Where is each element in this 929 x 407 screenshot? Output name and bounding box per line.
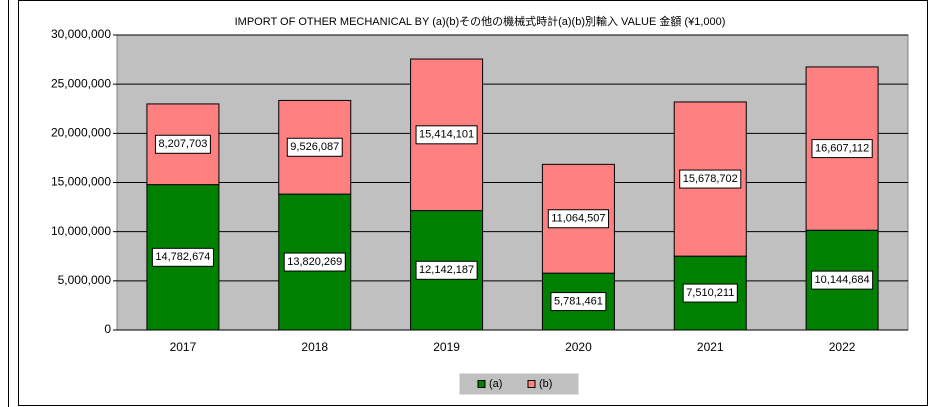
data-label-box <box>679 169 742 189</box>
data-label: 7,510,211 <box>686 287 734 299</box>
y-tick-label: 30,000,000 <box>51 27 111 41</box>
data-label: 11,064,507 <box>551 213 605 225</box>
data-label-box <box>286 137 343 157</box>
y-tick-label: 10,000,000 <box>51 224 111 238</box>
chart-title: IMPORT OF OTHER MECHANICAL BY (a)(b)その他の… <box>235 14 726 28</box>
data-label-box <box>415 260 478 280</box>
data-label: 16,607,112 <box>815 142 869 154</box>
data-label: 8,207,703 <box>158 138 207 150</box>
legend-swatch <box>527 380 536 388</box>
data-label: 9,526,087 <box>290 141 339 153</box>
y-tick-label: 25,000,000 <box>51 76 111 90</box>
y-tick-label: 15,000,000 <box>51 175 111 189</box>
data-label: 15,414,101 <box>419 129 474 141</box>
data-label: 15,678,702 <box>683 173 738 185</box>
legend-swatch <box>477 380 486 388</box>
data-label-box <box>550 292 607 312</box>
x-tick-label: 2018 <box>301 340 328 354</box>
data-label: 12,142,187 <box>419 264 474 276</box>
data-label-box <box>547 209 610 229</box>
x-tick-label: 2022 <box>829 340 856 354</box>
data-label-box <box>283 252 346 272</box>
legend-box <box>459 373 579 395</box>
legend-label: (a) <box>489 378 502 390</box>
data-label-box <box>682 283 738 303</box>
data-label-box <box>415 125 478 145</box>
legend-label: (b) <box>539 378 552 390</box>
data-label-box <box>811 139 873 159</box>
data-label: 10,144,684 <box>815 274 870 286</box>
y-tick-label: 0 <box>104 322 111 336</box>
x-tick-label: 2019 <box>433 340 460 354</box>
data-label: 5,781,461 <box>554 295 603 307</box>
x-tick-label: 2017 <box>170 340 197 354</box>
data-label: 14,782,674 <box>155 251 210 263</box>
x-tick-label: 2021 <box>697 340 724 354</box>
data-label-box <box>154 134 211 154</box>
data-label-box <box>151 247 214 267</box>
y-tick-label: 20,000,000 <box>51 126 111 140</box>
y-tick-label: 5,000,000 <box>58 273 112 287</box>
x-tick-label: 2020 <box>565 340 592 354</box>
data-label: 13,820,269 <box>287 256 342 268</box>
data-label-box <box>811 270 874 290</box>
